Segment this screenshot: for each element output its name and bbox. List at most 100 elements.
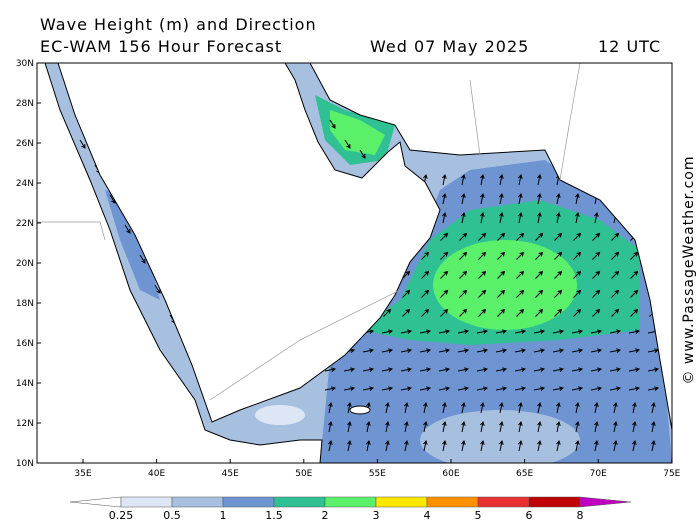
arrow (552, 386, 565, 391)
legend-swatch (222, 496, 275, 508)
arrow (495, 367, 508, 372)
arrow (497, 289, 506, 298)
arrow-shape (476, 386, 489, 391)
arrow-shape (442, 401, 447, 414)
arrow-shape (495, 367, 508, 372)
arrow-shape (343, 367, 356, 372)
arrow-shape (459, 270, 468, 279)
arrow-shape (347, 439, 352, 452)
arrow (324, 367, 337, 372)
arrow (537, 192, 542, 205)
lon-label: 75E (663, 469, 680, 479)
arrow (518, 439, 523, 452)
arrow-shape (499, 192, 504, 205)
arrow (611, 251, 620, 260)
legend-label: 2 (322, 509, 329, 522)
arrow (385, 439, 390, 452)
arrow-shape (402, 270, 411, 279)
arrow-shape (457, 329, 470, 334)
arrow-shape (516, 289, 525, 298)
arrow (438, 329, 451, 334)
africa (37, 63, 323, 463)
arrow-shape (537, 439, 542, 452)
arrow-shape (556, 401, 561, 414)
arrow-shape (421, 308, 430, 317)
arrow-shape (575, 420, 580, 433)
time: 12 UTC (598, 37, 661, 56)
arrow-shape (630, 251, 639, 260)
arrow-shape (575, 439, 580, 452)
arrow-shape (480, 211, 485, 224)
arrow (366, 420, 371, 433)
arrow-shape (556, 192, 561, 205)
arrow (556, 420, 561, 433)
arrow-shape (556, 420, 561, 433)
arrow (328, 420, 333, 433)
arrow (537, 173, 542, 186)
arrow-shape (571, 329, 584, 334)
arrow-shape (381, 348, 394, 353)
arrow-shape (552, 367, 565, 372)
arrow-shape (400, 348, 413, 353)
arrow (362, 386, 375, 391)
arrow-shape (554, 251, 563, 260)
arrow (419, 348, 432, 353)
arrow-shape (556, 211, 561, 224)
arrow-shape (385, 420, 390, 433)
arrow-shape (324, 367, 337, 372)
arrow-shape (533, 367, 546, 372)
gulf-green (330, 110, 385, 155)
arrow (516, 289, 525, 298)
arrow (647, 386, 660, 391)
arrow (518, 211, 523, 224)
redsea-mid (105, 190, 160, 300)
arrow-shape (651, 420, 656, 433)
arrow-shape (476, 367, 489, 372)
arrow-shape (573, 289, 582, 298)
arrow (609, 386, 622, 391)
arrow-shape (609, 329, 622, 334)
arrow-shape (476, 348, 489, 353)
arrow (628, 386, 641, 391)
arrow-shape (421, 251, 430, 260)
arrow-shape (423, 420, 428, 433)
arrow-shape (537, 192, 542, 205)
lat-label: 18N (16, 299, 34, 309)
arrow (592, 232, 601, 241)
arrow-shape (400, 367, 413, 372)
arrow-shape (438, 348, 451, 353)
arrow (632, 439, 637, 452)
lon-label: 35E (74, 469, 91, 479)
arrow (438, 367, 451, 372)
arrow-shape (573, 270, 582, 279)
arrow (552, 329, 565, 334)
arrow-shape (647, 386, 660, 391)
arrow (423, 439, 428, 452)
arrow-shape (590, 367, 603, 372)
arrow (590, 367, 603, 372)
arrow-shape (362, 386, 375, 391)
lat-label: 30N (16, 59, 34, 69)
arrow-shape (535, 308, 544, 317)
arrow (154, 284, 161, 294)
arrow-shape (628, 329, 641, 334)
arrow (533, 367, 546, 372)
arrow (419, 386, 432, 391)
arrow (554, 289, 563, 298)
arrow (554, 270, 563, 279)
arrow-shape (495, 386, 508, 391)
arrow (537, 420, 542, 433)
arrow-shape (404, 401, 409, 414)
legend-label: 6 (526, 509, 533, 522)
lon-label: 55E (369, 469, 386, 479)
arrow-shape (461, 439, 466, 452)
arrow-shape (457, 386, 470, 391)
arrow (573, 232, 582, 241)
arrow (535, 289, 544, 298)
arrow (632, 401, 637, 414)
arrow-shape (459, 251, 468, 260)
arrow (476, 348, 489, 353)
legend-swatch (69, 496, 122, 508)
legend-label: 1.5 (265, 509, 283, 522)
arrow (533, 386, 546, 391)
